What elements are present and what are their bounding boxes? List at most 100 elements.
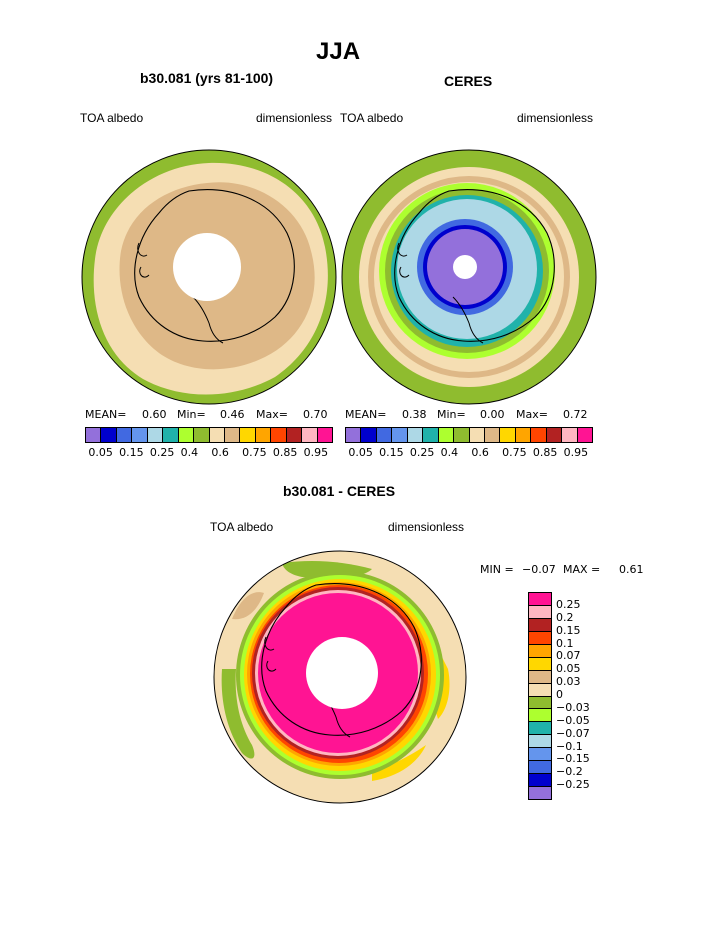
colorbar-swatch	[529, 683, 551, 697]
colorbar-swatch	[529, 709, 551, 723]
colorbar-swatch	[438, 428, 455, 442]
diff-max-label: MAX =	[563, 563, 601, 576]
colorbar-swatch	[529, 761, 551, 775]
panel2-max-value: 0.72	[563, 408, 588, 421]
colorbar-swatch	[178, 428, 195, 442]
panel1-mean-label: MEAN=	[85, 408, 127, 421]
colorbar-swatch	[224, 428, 241, 442]
figure-title: JJA	[316, 38, 361, 65]
diff-colorbar-tick-label: −0.03	[556, 700, 590, 714]
panel2-min-label: Min=	[437, 408, 466, 421]
colorbar-swatch	[484, 428, 501, 442]
colorbar-swatch	[346, 428, 362, 442]
panel1-colorbar-tick-label: 0.95	[303, 446, 329, 459]
diff-max-value: 0.61	[619, 563, 644, 576]
colorbar-swatch	[454, 428, 470, 442]
diff-colorbar-tick-label: 0.25	[556, 597, 581, 611]
panel1-units-label: dimensionless	[256, 111, 333, 125]
colorbar-swatch	[529, 748, 551, 762]
diff-min-value: −0.07	[522, 563, 556, 576]
panel1-colorbar-tick-label: 0.25	[149, 446, 175, 459]
diff-colorbar-tick-label: −0.15	[556, 752, 590, 766]
diff-units-label: dimensionless	[388, 520, 465, 534]
panel2-colorbar-tick-label: 0.85	[532, 446, 558, 459]
panel1-variable-label: TOA albedo	[80, 111, 144, 125]
colorbar-swatch	[500, 428, 516, 442]
colorbar-swatch	[392, 428, 408, 442]
panel1-min-label: Min=	[177, 408, 206, 421]
diff-colorbar-tick-label: −0.25	[556, 778, 590, 792]
colorbar-swatch	[376, 428, 393, 442]
panel2-colorbar-tick-label: 0.6	[471, 446, 489, 459]
colorbar-swatch	[529, 657, 551, 671]
colorbar-swatch	[531, 428, 547, 442]
panel2-mean-value: 0.38	[402, 408, 427, 421]
colorbar-swatch	[529, 774, 551, 788]
colorbar-swatch	[302, 428, 318, 442]
panel2-colorbar-tick-label: 0.75	[502, 446, 527, 459]
colorbar-swatch	[469, 428, 485, 442]
colorbar-swatch	[529, 696, 551, 710]
panel1-colorbar-tick-label: 0.05	[88, 446, 113, 459]
diff-colorbar-tick-label: 0.1	[556, 636, 574, 650]
colorbar-swatch	[407, 428, 424, 442]
colorbar-swatch	[529, 722, 551, 736]
diff-variable-label: TOA albedo	[210, 520, 274, 534]
diff-colorbar-tick-label: −0.2	[556, 765, 583, 779]
panel2-colorbar-tick-label: 0.95	[563, 446, 589, 459]
diff-polar-map	[213, 550, 467, 804]
panel2-max-label: Max=	[516, 408, 548, 421]
colorbar-swatch	[529, 670, 551, 684]
panel2-variable-label: TOA albedo	[340, 111, 404, 125]
colorbar-swatch	[147, 428, 164, 442]
panel1-colorbar	[85, 427, 333, 443]
colorbar-swatch	[240, 428, 256, 442]
colorbar-swatch	[209, 428, 225, 442]
diff-colorbar-tick-label: 0.2	[556, 610, 574, 624]
diff-colorbar-tick-label: −0.1	[556, 739, 583, 753]
panel1-mean-value: 0.60	[142, 408, 167, 421]
colorbar-swatch	[116, 428, 133, 442]
colorbar-swatch	[361, 428, 377, 442]
panel2-subtitle: CERES	[444, 73, 493, 89]
diff-colorbar-tick-label: 0	[556, 688, 563, 701]
colorbar-swatch	[163, 428, 179, 442]
diff-colorbar-tick-label: −0.07	[556, 726, 590, 740]
diff-colorbar	[528, 592, 552, 800]
diff-colorbar-tick-label: 0.15	[556, 623, 581, 637]
colorbar-swatch	[86, 428, 102, 442]
panel2-colorbar-tick-label: 0.4	[440, 446, 459, 459]
diff-colorbar-tick-label: 0.03	[556, 675, 581, 689]
colorbar-swatch	[317, 428, 332, 442]
panel1-subtitle: b30.081 (yrs 81-100)	[140, 70, 274, 86]
colorbar-swatch	[529, 787, 551, 799]
diff-colorbar-tick-label: 0.07	[556, 649, 581, 663]
panel2-min-value: 0.00	[480, 408, 505, 421]
colorbar-swatch	[423, 428, 439, 442]
colorbar-swatch	[529, 644, 551, 658]
colorbar-swatch	[255, 428, 272, 442]
panel1-colorbar-tick-label: 0.15	[119, 446, 144, 459]
panel2-units-label: dimensionless	[517, 111, 594, 125]
panel2-mean-label: MEAN=	[345, 408, 387, 421]
colorbar-swatch	[529, 605, 551, 619]
panel1-max-value: 0.70	[303, 408, 328, 421]
panel1-min-value: 0.46	[220, 408, 245, 421]
colorbar-swatch	[132, 428, 148, 442]
colorbar-swatch	[529, 735, 551, 749]
panel1-polar-map	[81, 149, 337, 405]
colorbar-swatch	[546, 428, 563, 442]
colorbar-swatch	[577, 428, 592, 442]
colorbar-swatch	[101, 428, 117, 442]
panel1-max-label: Max=	[256, 408, 288, 421]
colorbar-swatch	[529, 593, 551, 606]
diff-colorbar-tick-label: −0.05	[556, 713, 590, 727]
panel2-colorbar	[345, 427, 593, 443]
panel2-colorbar-tick-label: 0.05	[348, 446, 373, 459]
panel1-colorbar-tick-label: 0.75	[242, 446, 267, 459]
colorbar-swatch	[194, 428, 210, 442]
colorbar-swatch	[529, 631, 551, 645]
diff-min-label: MIN =	[480, 563, 514, 576]
diff-subtitle: b30.081 - CERES	[283, 483, 396, 499]
colorbar-swatch	[286, 428, 303, 442]
